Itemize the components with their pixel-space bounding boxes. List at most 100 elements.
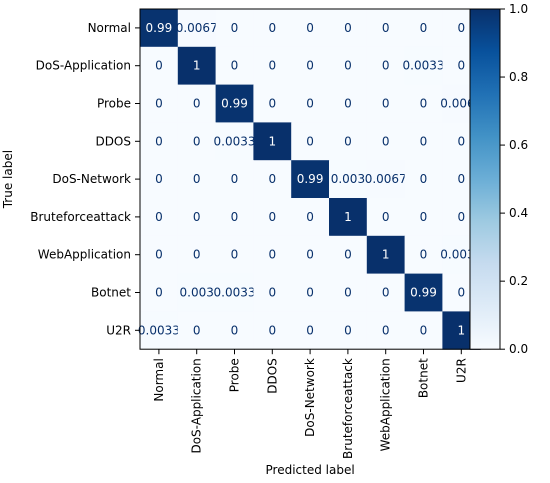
heatmap-cell — [366, 235, 406, 275]
y-tick-labels: Normal DoS-Application Probe DDOS DoS-Networ… — [30, 21, 140, 337]
heatmap-cell — [329, 122, 368, 161]
x-tick-label: Probe — [228, 358, 242, 392]
cell-value-label: 0 — [344, 59, 352, 73]
cell-value-label: 0 — [231, 248, 239, 262]
cell-value-label: 0 — [344, 134, 352, 148]
cell-value-label: 0 — [268, 323, 276, 337]
heatmap-cell — [177, 9, 217, 48]
heatmap-cell — [404, 311, 443, 350]
cell-value-label: 0 — [193, 210, 201, 224]
x-tick-label: Bruteforceattack — [341, 358, 355, 459]
cell-value-label: 0 — [382, 323, 390, 337]
cell-value-label: 0 — [155, 134, 163, 148]
heatmap-cell — [329, 9, 368, 48]
heatmap-cell — [215, 122, 254, 161]
x-tick-labels: Normal DoS-Application Probe DDOS DoS-Networ… — [152, 349, 468, 459]
heatmap-cell — [140, 84, 179, 123]
heatmap-cell — [253, 311, 292, 350]
cell-value-label: 0 — [193, 134, 201, 148]
colorbar-ticks: 0.0 0.2 0.4 0.6 0.8 1.0 — [500, 2, 528, 356]
heatmap-cell — [253, 198, 292, 237]
y-tick-label: Bruteforceattack — [30, 210, 131, 224]
colorbar-tick-label: 0.4 — [509, 206, 528, 220]
cell-value-label: 0 — [268, 97, 276, 111]
cell-value-label: 0.003 — [331, 172, 365, 186]
heatmap-cell — [329, 198, 368, 237]
heatmap-cell — [329, 311, 368, 350]
heatmap-cell — [291, 122, 330, 161]
y-tick-label: WebApplication — [38, 248, 131, 262]
cell-value-label: 0 — [306, 286, 314, 300]
heatmap-cell — [404, 235, 443, 275]
colorbar-tick-label: 0.2 — [509, 274, 528, 288]
cell-value-label: 0 — [231, 172, 239, 186]
heatmap-cell — [215, 235, 254, 275]
heatmap-cell — [291, 46, 330, 86]
heatmap-cell — [404, 198, 443, 237]
cell-value-label: 1 — [457, 323, 465, 337]
heatmap-cell — [329, 273, 368, 312]
cell-value-label: 1 — [344, 210, 352, 224]
cell-value-label: 1 — [382, 248, 390, 262]
cell-value-label: 0 — [382, 21, 390, 35]
cell-value-label: 0 — [306, 97, 314, 111]
x-tick-label: WebApplication — [379, 358, 393, 451]
heatmap-cell — [291, 84, 330, 123]
cell-value-label: 0 — [420, 210, 428, 224]
cell-value-label: 0 — [306, 248, 314, 262]
cell-value-label: 0 — [193, 172, 201, 186]
cell-value-label: 0.0033 — [403, 59, 445, 73]
cell-value-label: 1 — [193, 59, 201, 73]
cell-value-label: 0 — [193, 97, 201, 111]
cell-value-label: 0 — [155, 59, 163, 73]
heatmap-cell — [329, 46, 368, 86]
heatmap-cell — [253, 235, 292, 275]
heatmap-cell — [177, 46, 217, 86]
cell-value-label: 0 — [268, 248, 276, 262]
cell-value-label: 0 — [306, 323, 314, 337]
cell-value-label: 0 — [268, 210, 276, 224]
heatmap-cell — [140, 160, 179, 199]
heatmap-cell — [404, 160, 443, 199]
heatmap-cell — [291, 311, 330, 350]
colorbar-tick-label: 0.6 — [509, 138, 528, 152]
cell-value-label: 0 — [344, 97, 352, 111]
y-tick-label: DoS-Application — [36, 59, 131, 73]
heatmap-cell — [291, 198, 330, 237]
cell-value-label: 0 — [231, 210, 239, 224]
heatmap-cell — [291, 160, 330, 199]
cell-value-label: 0.99 — [297, 172, 324, 186]
heatmap-cell — [177, 198, 217, 237]
heatmap-cell — [404, 46, 443, 86]
heatmap-cell — [366, 9, 406, 48]
heatmap-cell — [329, 160, 368, 199]
heatmap-cell — [329, 84, 368, 123]
x-tick-label: Botnet — [417, 358, 431, 398]
cell-value-label: 0 — [382, 286, 390, 300]
cell-value-label: 0 — [382, 134, 390, 148]
x-tick-label: U2R — [454, 358, 468, 383]
heatmap-cell — [366, 198, 406, 237]
cell-value-label: 0 — [231, 59, 239, 73]
heatmap-cell — [215, 46, 254, 86]
cell-value-label: 0 — [382, 97, 390, 111]
heatmap-cell — [140, 9, 179, 48]
cell-value-label: 0 — [457, 210, 465, 224]
cell-value-label: 0.0033 — [138, 323, 180, 337]
x-tick-label: DDOS — [265, 358, 279, 394]
heatmap-cell — [140, 122, 179, 161]
cell-value-label: 0 — [155, 97, 163, 111]
y-tick-label: DDOS — [95, 134, 131, 148]
cell-value-label: 0 — [457, 286, 465, 300]
cell-value-label: 0 — [382, 210, 390, 224]
heatmap-cell — [253, 46, 292, 86]
heatmap-cells: 0.99 0.0067 0 0 0 0 0 0 00 1 0 0 0 0 0 0.0033 00 0 0.99 0 0 0… — [138, 9, 482, 350]
cell-value-label: 0 — [344, 21, 352, 35]
heatmap-cell — [215, 311, 254, 350]
cell-value-label: 0 — [155, 172, 163, 186]
heatmap-cell — [366, 122, 406, 161]
heatmap-cell — [253, 122, 292, 161]
colorbar-tick-label: 0.0 — [509, 342, 528, 356]
cell-value-label: 0 — [420, 97, 428, 111]
heatmap-cell — [253, 160, 292, 199]
